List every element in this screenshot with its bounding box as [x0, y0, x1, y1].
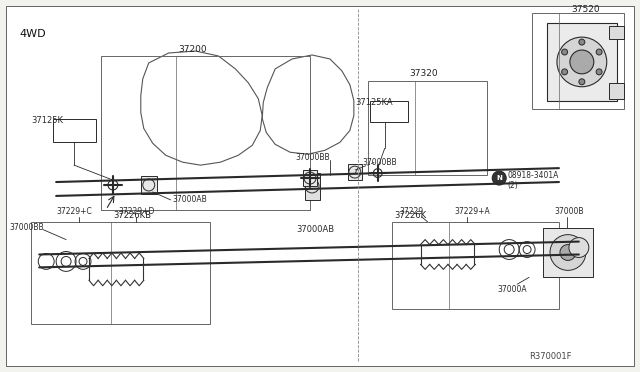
Circle shape: [562, 69, 568, 75]
Text: 37000BB: 37000BB: [10, 223, 44, 232]
Text: 37000AB: 37000AB: [296, 225, 334, 234]
Text: 37200: 37200: [179, 45, 207, 54]
Circle shape: [557, 37, 607, 87]
Text: 37320: 37320: [410, 69, 438, 78]
Circle shape: [569, 238, 589, 257]
Bar: [305, 173, 320, 200]
Text: 4WD: 4WD: [19, 29, 46, 39]
Text: 37000AB: 37000AB: [173, 195, 207, 204]
Text: 37229: 37229: [399, 207, 424, 216]
Text: 08918-3401A: 08918-3401A: [507, 171, 559, 180]
Text: 37229+D: 37229+D: [119, 207, 156, 216]
Circle shape: [570, 50, 594, 74]
Bar: [53, 119, 96, 142]
Bar: [370, 101, 408, 122]
Bar: [101, 56, 310, 210]
Bar: [348, 164, 362, 180]
Bar: [547, 23, 617, 101]
Circle shape: [596, 69, 602, 75]
Text: 37226KB: 37226KB: [113, 211, 151, 220]
Bar: [609, 26, 623, 39]
Text: 37000B: 37000B: [554, 207, 584, 216]
Bar: [368, 81, 487, 175]
Bar: [532, 13, 623, 109]
Text: R370001F: R370001F: [529, 352, 572, 361]
Bar: [543, 228, 593, 277]
Text: N: N: [496, 175, 502, 181]
Text: 37000BB: 37000BB: [295, 153, 330, 162]
Circle shape: [579, 39, 585, 45]
Bar: [609, 83, 623, 99]
Bar: [392, 222, 559, 309]
Text: 37125K: 37125K: [31, 116, 63, 125]
Text: 37229+A: 37229+A: [454, 207, 490, 216]
Text: 37520: 37520: [571, 5, 600, 14]
Bar: [31, 222, 211, 324]
Circle shape: [550, 235, 586, 270]
Circle shape: [562, 49, 568, 55]
Text: (2): (2): [507, 180, 518, 189]
Text: 37125KA: 37125KA: [355, 98, 392, 107]
Circle shape: [579, 79, 585, 85]
Circle shape: [492, 171, 506, 185]
Text: 37226K: 37226K: [395, 211, 427, 220]
Circle shape: [560, 244, 576, 260]
Text: 37229+C: 37229+C: [56, 207, 92, 216]
Text: 37000BB: 37000BB: [363, 158, 397, 167]
Circle shape: [596, 49, 602, 55]
Bar: [141, 176, 157, 194]
Text: 37000A: 37000A: [497, 285, 527, 294]
Bar: [303, 170, 317, 186]
